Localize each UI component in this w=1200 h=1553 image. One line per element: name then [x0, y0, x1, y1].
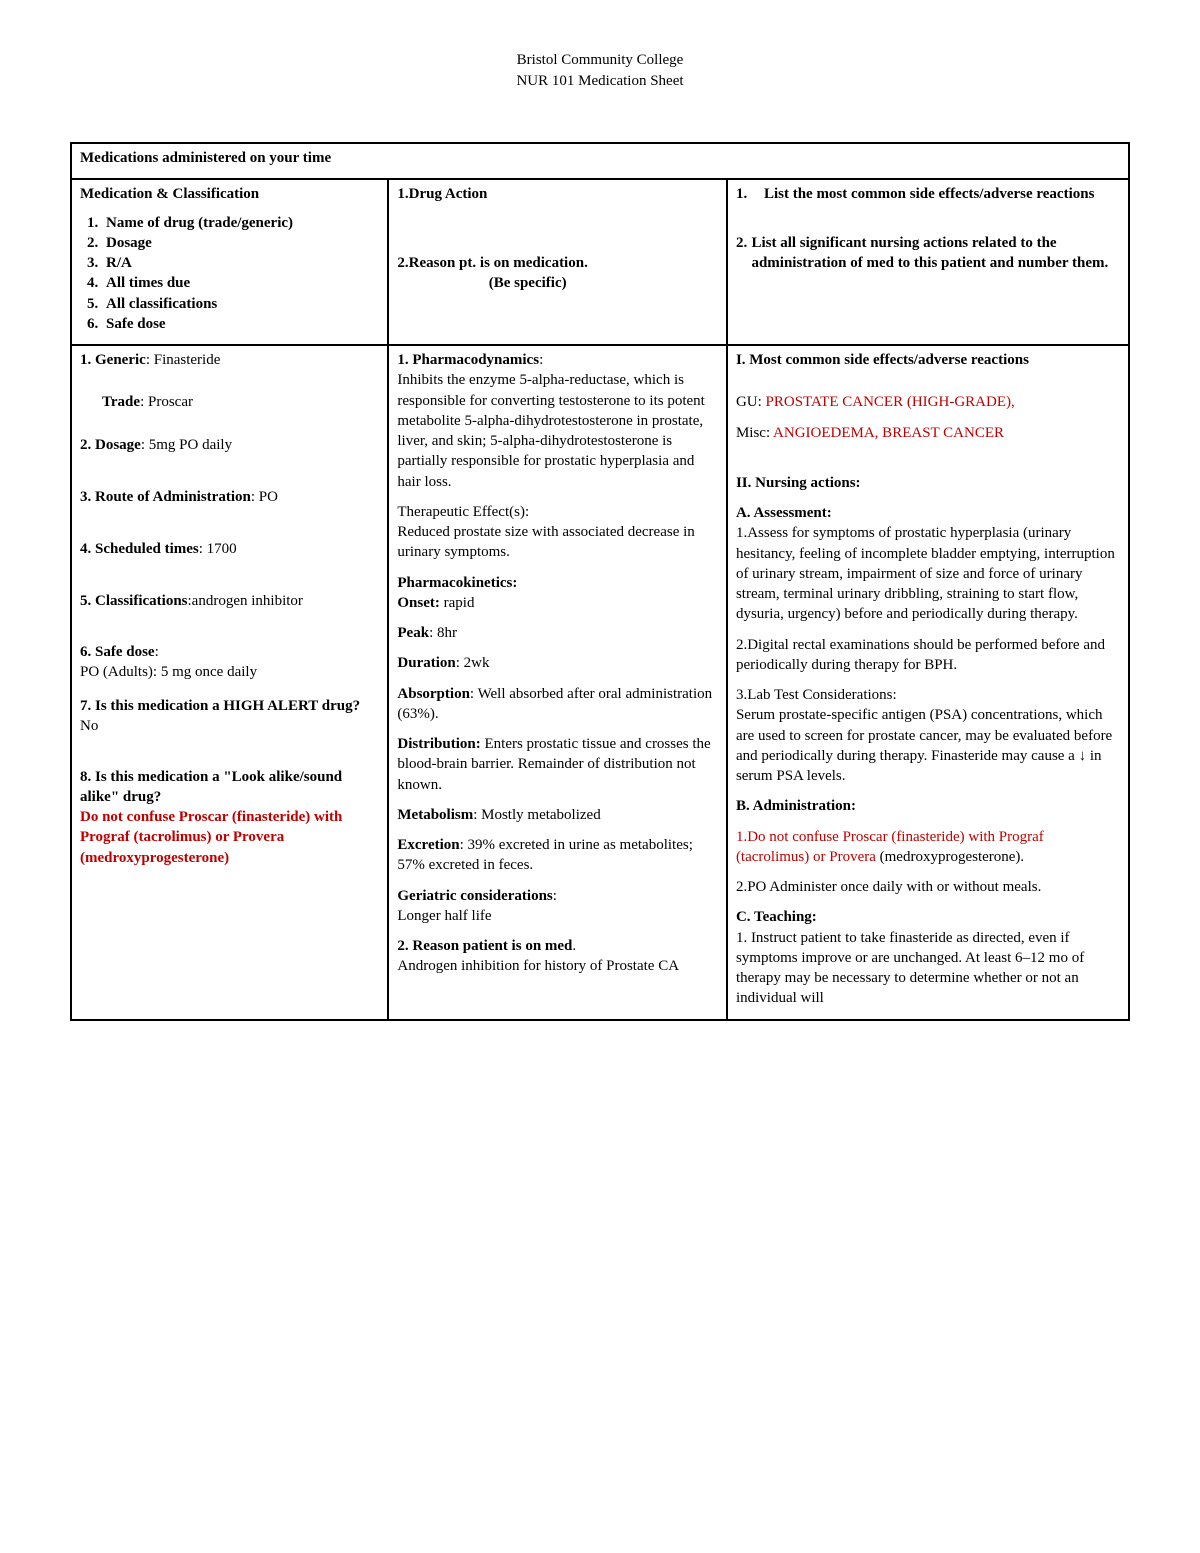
col3-header: 1. List the most common side effects/adv…: [727, 179, 1129, 345]
header-line1: Bristol Community College: [70, 50, 1130, 71]
col1-hdr-item: All classifications: [102, 294, 379, 314]
lookalike-value: Do not confuse Proscar (finasteride) wit…: [80, 807, 379, 868]
col2-hdr-line2a: 2.Reason pt. is on medication.: [397, 253, 718, 273]
lookalike-label: 8. Is this medication a "Look alike/soun…: [80, 767, 379, 808]
dosage-label: 2. Dosage: [80, 437, 141, 453]
peak-label: Peak: [397, 625, 429, 641]
admin-1-plain: (medroxyprogesterone).: [880, 849, 1025, 865]
dist-label: Distribution:: [397, 736, 480, 752]
col3-hdr-num1: 1.: [736, 184, 764, 204]
exc-label: Excretion: [397, 837, 459, 853]
col1-hdr-item: Dosage: [102, 233, 379, 253]
sched-label: 4. Scheduled times: [80, 541, 199, 557]
high-alert-value: No: [80, 716, 379, 736]
generic-label: 1. Generic: [80, 352, 146, 368]
dur-val: : 2wk: [456, 655, 490, 671]
misc-label: Misc:: [736, 425, 773, 441]
trade-value: : Proscar: [140, 394, 193, 410]
abs-label: Absorption: [397, 686, 470, 702]
gu-label: GU:: [736, 394, 766, 410]
reason-val: Androgen inhibition for history of Prost…: [397, 956, 718, 976]
col2-body: 1. Pharmacodynamics: Inhibits the enzyme…: [388, 345, 727, 1020]
col1-header-title: Medication & Classification: [80, 184, 379, 204]
col1-hdr-item: Safe dose: [102, 314, 379, 334]
medication-table: Medications administered on your time Me…: [70, 142, 1130, 1021]
onset-label: Onset:: [397, 595, 440, 611]
dosage-value: : 5mg PO daily: [141, 437, 232, 453]
class-label: 5. Classifications: [80, 593, 188, 609]
pk-label: Pharmacokinetics:: [397, 573, 718, 593]
te-text: Reduced prostate size with associated de…: [397, 522, 718, 563]
class-value: :androgen inhibitor: [188, 593, 303, 609]
reason-label: 2. Reason patient is on med: [397, 938, 572, 954]
assess-3a: 3.Lab Test Considerations:: [736, 685, 1120, 705]
geri-val: Longer half life: [397, 906, 718, 926]
col1-hdr-item: All times due: [102, 273, 379, 293]
assess-1: 1.Assess for symptoms of prostatic hyper…: [736, 523, 1120, 624]
col1-body: 1. Generic: Finasteride Trade: Proscar 2…: [71, 345, 388, 1020]
teach-1: 1. Instruct patient to take finasteride …: [736, 928, 1120, 1009]
assess-3b: Serum prostate-specific antigen (PSA) co…: [736, 705, 1120, 786]
trade-label: Trade: [102, 394, 140, 410]
assess-title: A. Assessment:: [736, 503, 1120, 523]
col1-hdr-item: Name of drug (trade/generic): [102, 213, 379, 233]
col3-hdr-item2: List all significant nursing actions rel…: [751, 233, 1120, 274]
table-title: Medications administered on your time: [71, 143, 1129, 179]
col2-hdr-line1: 1.Drug Action: [397, 184, 718, 204]
na-title: II. Nursing actions:: [736, 473, 1120, 493]
pd-text: Inhibits the enzyme 5-alpha-reductase, w…: [397, 370, 718, 492]
geri-label: Geriatric considerations: [397, 888, 552, 904]
col1-header: Medication & Classification Name of drug…: [71, 179, 388, 345]
met-label: Metabolism: [397, 807, 473, 823]
col3-hdr-num2: 2.: [736, 233, 752, 274]
safe-value: PO (Adults): 5 mg once daily: [80, 662, 379, 682]
col2-hdr-line2b: (Be specific): [397, 273, 718, 293]
te-label: Therapeutic Effect(s):: [397, 502, 718, 522]
dur-label: Duration: [397, 655, 455, 671]
page-header: Bristol Community College NUR 101 Medica…: [70, 50, 1130, 92]
col1-header-list: Name of drug (trade/generic) Dosage R/A …: [102, 213, 379, 335]
col2-header: 1.Drug Action 2.Reason pt. is on medicat…: [388, 179, 727, 345]
se-title: I. Most common side effects/adverse reac…: [736, 350, 1120, 370]
misc-value: ANGIOEDEMA, BREAST CANCER: [773, 425, 1004, 441]
pd-label: 1. Pharmacodynamics: [397, 352, 539, 368]
col1-hdr-item: R/A: [102, 253, 379, 273]
onset-val: rapid: [440, 595, 475, 611]
admin-title: B. Administration:: [736, 796, 1120, 816]
high-alert-label: 7. Is this medication a HIGH ALERT drug?: [80, 696, 379, 716]
safe-label: 6. Safe dose: [80, 644, 155, 660]
gu-value: PROSTATE CANCER (HIGH-GRADE),: [766, 394, 1015, 410]
met-val: : Mostly metabolized: [473, 807, 600, 823]
peak-val: : 8hr: [429, 625, 457, 641]
sched-value: : 1700: [199, 541, 237, 557]
header-line2: NUR 101 Medication Sheet: [70, 71, 1130, 92]
col3-body: I. Most common side effects/adverse reac…: [727, 345, 1129, 1020]
teach-title: C. Teaching:: [736, 907, 1120, 927]
route-value: : PO: [251, 489, 278, 505]
col3-hdr-item1: List the most common side effects/advers…: [764, 184, 1094, 204]
route-label: 3. Route of Administration: [80, 489, 251, 505]
generic-value: : Finasteride: [146, 352, 221, 368]
assess-2: 2.Digital rectal examinations should be …: [736, 635, 1120, 676]
admin-2: 2.PO Administer once daily with or witho…: [736, 877, 1120, 897]
